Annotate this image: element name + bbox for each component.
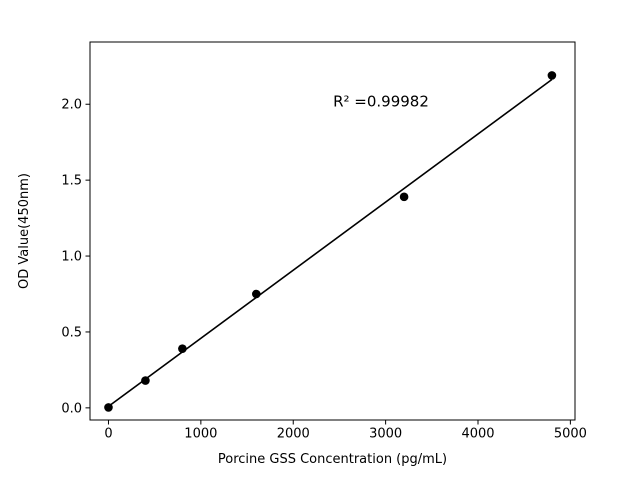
y-tick-label: 1.0	[61, 250, 82, 265]
data-point	[178, 344, 187, 353]
y-tick-label: 0.5	[61, 325, 82, 340]
y-tick-label: 0.0	[61, 401, 82, 416]
x-tick-label: 0	[104, 427, 112, 442]
x-tick-label: 2000	[277, 427, 310, 442]
r-squared-annotation: R² =0.99982	[333, 92, 429, 110]
y-axis-label: OD Value(450nm)	[17, 173, 32, 289]
y-tick-label: 2.0	[61, 98, 82, 113]
x-tick-label: 1000	[184, 427, 217, 442]
x-axis-label: Porcine GSS Concentration (pg/mL)	[218, 452, 447, 467]
y-tick-label: 1.5	[61, 174, 82, 189]
x-tick-label: 5000	[554, 427, 587, 442]
data-point	[399, 192, 409, 202]
x-tick-label: 3000	[369, 427, 402, 442]
x-tick-label: 4000	[461, 427, 494, 442]
plot-area: 0 1000 2000 3000 4000 5000 0.0 0.5 1.0 1.5 2.0	[61, 41, 587, 442]
data-point	[141, 376, 150, 385]
data-point	[104, 403, 113, 412]
plot-border	[89, 41, 576, 421]
data-point	[251, 289, 261, 299]
data-point	[547, 71, 557, 80]
fit-line	[108, 78, 553, 408]
